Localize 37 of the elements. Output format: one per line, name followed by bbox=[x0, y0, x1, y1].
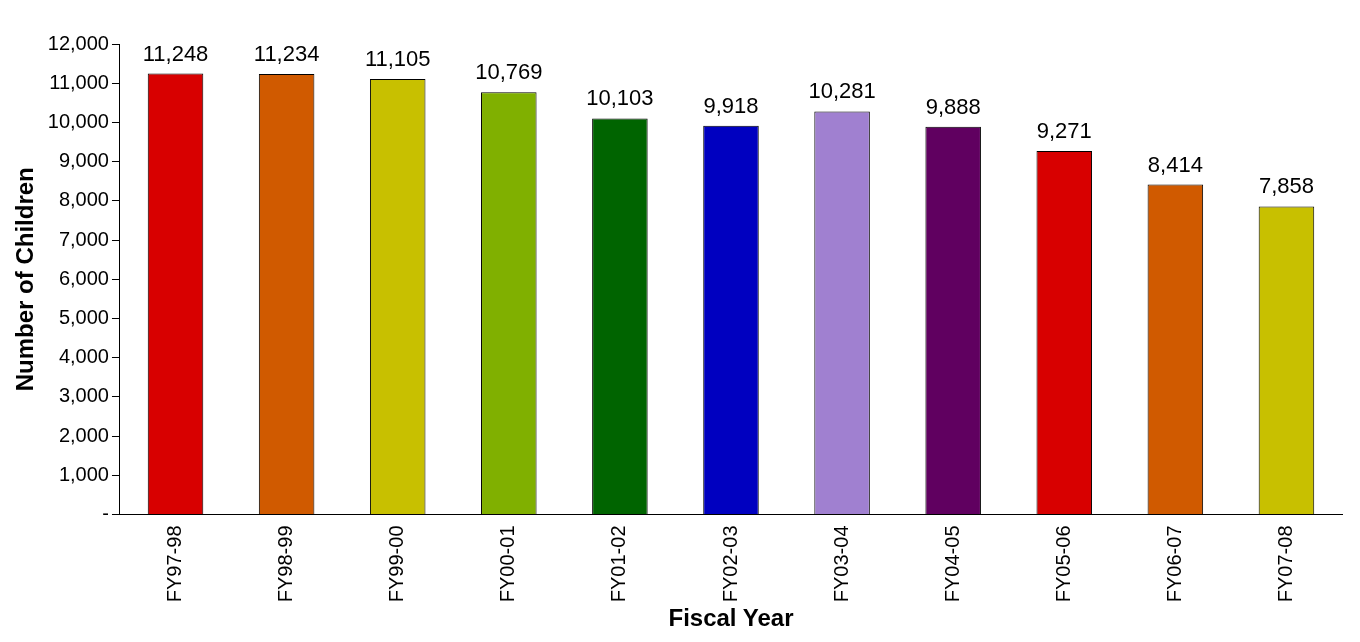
data-label: 11,234 bbox=[253, 41, 320, 67]
data-label: 9,888 bbox=[925, 93, 981, 119]
y-tick-label: 3,000 bbox=[58, 384, 109, 407]
y-tick-label: 9,000 bbox=[58, 149, 109, 172]
data-label: 10,281 bbox=[808, 78, 876, 104]
data-label: 8,414 bbox=[1147, 151, 1203, 177]
y-tick-label: 2,000 bbox=[58, 423, 109, 446]
x-tick-label: FY07-08 bbox=[1273, 525, 1296, 603]
x-tick-label: FY03-04 bbox=[829, 525, 852, 603]
y-tick-label: 10,000 bbox=[47, 109, 109, 132]
y-axis-title: Number of Children bbox=[11, 167, 39, 392]
y-tick-label: 11,000 bbox=[49, 70, 109, 93]
x-tick-label: FY02-03 bbox=[718, 525, 741, 603]
y-tick-label: 1,000 bbox=[58, 462, 109, 485]
x-tick-label: FY99-00 bbox=[385, 525, 408, 603]
y-tick-label: - bbox=[102, 502, 109, 525]
x-tick-label: FY98-99 bbox=[274, 525, 297, 603]
data-label: 11,105 bbox=[364, 46, 431, 72]
data-label: 10,769 bbox=[475, 59, 543, 85]
y-tick-label: 7,000 bbox=[58, 227, 109, 250]
y-tick-label: 5,000 bbox=[58, 305, 109, 328]
y-tick-label: 4,000 bbox=[58, 345, 109, 368]
x-tick-label: FY05-06 bbox=[1051, 525, 1074, 603]
y-tick-label: 8,000 bbox=[58, 188, 109, 211]
x-tick-label: FY06-07 bbox=[1162, 525, 1185, 603]
x-axis-title: Fiscal Year bbox=[668, 604, 794, 632]
x-tick-label: FY97-98 bbox=[163, 525, 186, 603]
data-label: 11,248 bbox=[142, 40, 209, 66]
data-label: 9,918 bbox=[703, 92, 759, 118]
data-label: 7,858 bbox=[1258, 173, 1314, 199]
data-label: 9,271 bbox=[1036, 118, 1092, 144]
y-tick-label: 12,000 bbox=[47, 31, 109, 54]
x-tick-label: FY01-02 bbox=[607, 525, 630, 603]
x-tick-label: FY00-01 bbox=[496, 525, 519, 603]
x-tick-label: FY04-05 bbox=[940, 525, 963, 603]
y-tick-label: 6,000 bbox=[58, 266, 109, 289]
data-label: 10,103 bbox=[586, 85, 654, 111]
